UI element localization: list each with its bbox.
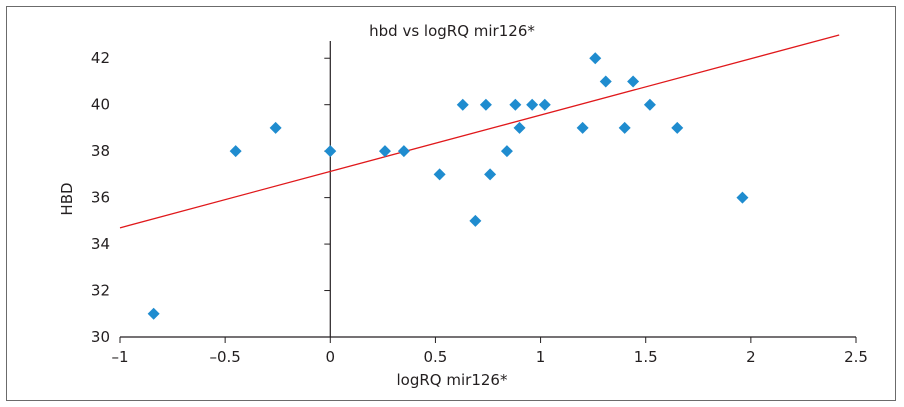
data-point (433, 168, 446, 181)
y-tick-label: 36 (91, 189, 110, 207)
axes (119, 41, 857, 343)
data-point (643, 98, 656, 111)
y-tick-label: 42 (91, 49, 110, 67)
data-point (599, 75, 612, 88)
x-tick-label: 2 (746, 348, 756, 366)
data-point (627, 75, 640, 88)
data-point (229, 145, 242, 158)
data-point (618, 121, 631, 134)
chart-frame: hbd vs logRQ mir126* –1 –0.5 0 0.5 1 1.5 2 2.5 … (6, 6, 896, 401)
data-point (576, 121, 589, 134)
x-tick-label: 1.5 (634, 348, 658, 366)
y-tick-label: 30 (91, 328, 110, 346)
data-point (269, 121, 282, 134)
data-point (484, 168, 497, 181)
data-point (736, 191, 749, 204)
data-point (147, 307, 160, 320)
y-tick-label: 34 (91, 235, 110, 253)
trendline-group (119, 34, 840, 229)
x-tick-label: –0.5 (209, 348, 240, 366)
data-point (589, 52, 602, 65)
data-point (509, 98, 522, 111)
y-tick-label: 40 (91, 96, 110, 114)
data-point (324, 145, 337, 158)
y-axis-title: HBD (58, 182, 76, 215)
chart-title: hbd vs logRQ mir126* (369, 22, 535, 40)
data-point (456, 98, 469, 111)
y-tick-label: 32 (91, 282, 110, 300)
x-tick-labels: –1 –0.5 0 0.5 1 1.5 2 2.5 (111, 348, 867, 366)
x-tick-label: 2.5 (844, 348, 868, 366)
data-point (513, 121, 526, 134)
y-tick-label: 38 (91, 142, 110, 160)
data-point (538, 98, 551, 111)
x-tick-label: 0 (326, 348, 336, 366)
data-point (469, 214, 482, 227)
data-point (378, 145, 391, 158)
data-point (500, 145, 513, 158)
x-tick-label: 1 (536, 348, 546, 366)
scatter-chart: hbd vs logRQ mir126* –1 –0.5 0 0.5 1 1.5 2 2.5 … (58, 22, 868, 389)
x-axis-title: logRQ mir126* (397, 371, 508, 389)
data-point (526, 98, 539, 111)
x-tick-label: 0.5 (423, 348, 447, 366)
data-point (397, 145, 410, 158)
x-tick-label: –1 (111, 348, 128, 366)
y-tick-labels: 30 32 34 36 38 40 42 (91, 49, 110, 346)
data-point (671, 121, 684, 134)
data-point (479, 98, 492, 111)
data-points (147, 52, 749, 320)
trendline (119, 34, 840, 229)
